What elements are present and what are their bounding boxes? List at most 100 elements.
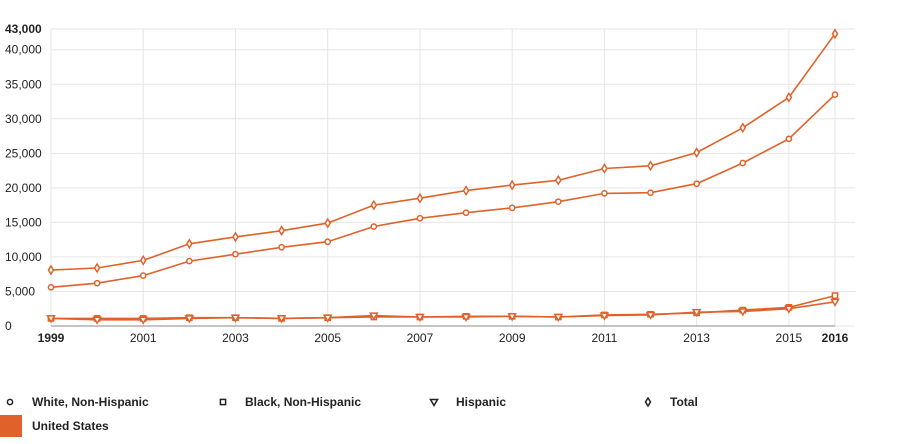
legend-item-black-non-hispanic[interactable]: Black, Non-Hispanic [219, 395, 361, 409]
data-point [185, 238, 193, 250]
x-tick-label: 2005 [314, 331, 341, 345]
series-line [51, 294, 836, 320]
legend-item-white-non-hispanic[interactable]: White, Non-Hispanic [6, 395, 149, 409]
data-point [138, 316, 149, 325]
data-point [47, 264, 55, 276]
y-tick-label: 20,000 [5, 181, 42, 195]
data-point [232, 231, 239, 243]
data-point [276, 315, 287, 324]
data-point [369, 312, 379, 321]
data-point [370, 223, 378, 230]
y-tick-label: 0 [5, 319, 12, 333]
data-point [47, 283, 55, 291]
y-tick-label: 5,000 [5, 284, 35, 298]
data-point [92, 316, 102, 325]
data-point [278, 243, 285, 251]
x-tick-label: 2009 [499, 331, 526, 345]
data-point [693, 180, 700, 188]
data-point [324, 238, 332, 246]
data-point [416, 192, 424, 204]
data-point [645, 311, 656, 320]
legend-item-total[interactable]: Total [644, 395, 698, 409]
y-tick-label: 43,000 [5, 22, 42, 36]
data-point [507, 313, 517, 322]
x-tick-label: 2016 [822, 331, 849, 345]
legend-label: White, Non-Hispanic [32, 395, 149, 409]
data-point [785, 135, 793, 143]
x-tick-label: 2003 [222, 331, 249, 345]
triangle-marker-icon [429, 398, 439, 407]
series-line [50, 94, 836, 289]
y-axis: 0 5,000 10,000 15,000 20,000 25,000 30,000 35,0… [5, 22, 42, 333]
series-line [50, 33, 836, 271]
data-point [93, 279, 101, 287]
data-point [831, 292, 839, 299]
legend-label: Hispanic [456, 395, 506, 409]
x-tick-label: 2011 [592, 331, 618, 345]
y-tick-label: 35,000 [5, 77, 42, 91]
data-point [461, 313, 471, 323]
data-point [230, 314, 241, 323]
data-point [785, 91, 793, 103]
grid-lines [50, 28, 855, 327]
data-point [830, 298, 840, 307]
data-point [46, 315, 56, 324]
legend-label: Black, Non-Hispanic [245, 395, 361, 409]
data-point [462, 185, 470, 197]
legend: White, Non-Hispanic Black, Non-Hispanic Hi… [0, 395, 698, 437]
data-point [647, 160, 654, 172]
y-tick-label: 25,000 [5, 146, 42, 160]
series-hispanic [46, 298, 840, 325]
y-tick-label: 10,000 [5, 250, 42, 264]
circle-marker-icon [6, 398, 14, 406]
data-point [737, 308, 748, 317]
data-point [554, 174, 562, 186]
x-tick-label: 2013 [683, 331, 710, 345]
series-total [47, 28, 839, 276]
data-point [93, 262, 101, 274]
data-point [554, 198, 562, 206]
series-group [46, 28, 840, 325]
data-point [139, 254, 147, 266]
legend-item-united-states[interactable]: United States [0, 415, 109, 437]
y-tick-label: 40,000 [5, 43, 42, 57]
x-tick-label: 2001 [130, 331, 157, 345]
x-tick-label: 2007 [407, 331, 434, 345]
data-point [324, 217, 332, 229]
data-point [416, 214, 424, 222]
square-marker-icon [219, 398, 227, 406]
legend-item-hispanic[interactable]: Hispanic [429, 395, 507, 409]
data-point [184, 315, 195, 324]
x-axis: 1999 2001 2003 2005 2007 2009 2011 2013 2015 2016 [38, 325, 849, 345]
data-point [322, 314, 333, 323]
diamond-marker-icon [644, 396, 652, 408]
data-point [693, 147, 701, 159]
legend-label: United States [32, 419, 109, 433]
data-point [739, 159, 747, 167]
data-point [831, 28, 839, 40]
data-point [601, 163, 608, 174]
data-point [739, 122, 747, 134]
data-point [553, 313, 564, 323]
data-point [831, 91, 839, 98]
data-point [232, 250, 239, 258]
x-tick-label: 1999 [38, 331, 65, 345]
data-point [415, 313, 425, 323]
data-point [186, 257, 193, 265]
color-swatch-icon [0, 415, 22, 437]
legend-label: Total [670, 395, 698, 409]
data-point [784, 305, 794, 314]
data-point [139, 272, 147, 279]
x-tick-label: 2015 [776, 331, 803, 345]
data-point [647, 189, 654, 197]
data-point [508, 204, 516, 212]
series-line [50, 301, 836, 321]
y-tick-label: 30,000 [5, 112, 42, 126]
y-tick-label: 15,000 [5, 215, 42, 229]
data-point [462, 209, 470, 217]
data-point [601, 190, 608, 197]
data-point [278, 225, 285, 237]
data-point [370, 199, 378, 211]
data-point [691, 308, 702, 318]
